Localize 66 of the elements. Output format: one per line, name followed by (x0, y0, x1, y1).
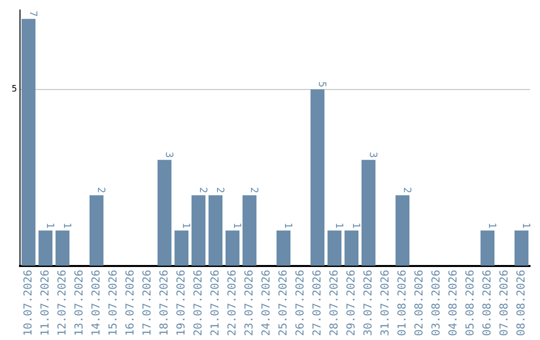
data-label: 2 (94, 187, 106, 194)
bar (56, 230, 70, 266)
x-tick-label: 19.07.2026 (174, 270, 188, 336)
data-label: 1 (520, 222, 531, 228)
bar (208, 195, 222, 266)
x-tick-label: 18.07.2026 (157, 270, 170, 336)
data-label: 1 (332, 222, 344, 228)
bar (174, 230, 188, 266)
x-tick-label: 29.07.2026 (344, 270, 358, 336)
x-tick-label: 22.07.2026 (225, 270, 238, 336)
data-label: 2 (400, 187, 412, 194)
bar (158, 160, 172, 266)
bar (276, 230, 290, 266)
x-tick-label: 27.07.2026 (310, 270, 324, 336)
x-tick-label: 07.08.2026 (497, 270, 510, 336)
bar (310, 89, 324, 266)
x-tick-label: 03.08.2026 (429, 270, 442, 336)
data-label: 2 (214, 187, 225, 194)
x-tick-label: 21.07.2026 (208, 270, 222, 336)
data-label: 1 (60, 222, 72, 228)
bar (514, 230, 528, 266)
bar (242, 195, 256, 266)
x-tick-label: 23.07.2026 (242, 270, 256, 336)
x-tick-label: 24.07.2026 (259, 270, 272, 336)
x-tick-label: 20.07.2026 (191, 270, 204, 336)
bar (226, 230, 240, 266)
x-tick-label: 13.07.2026 (72, 270, 86, 336)
x-tick-label: 28.07.2026 (327, 270, 340, 336)
x-tick-label: 25.07.2026 (276, 270, 290, 336)
bar (480, 230, 494, 266)
data-label: 1 (180, 222, 191, 228)
x-tick-label: 17.07.2026 (140, 270, 154, 336)
data-label: 1 (486, 222, 497, 228)
bar (22, 18, 36, 266)
bar (328, 230, 342, 266)
x-tick-label: 08.08.2026 (514, 270, 528, 336)
data-label: 3 (366, 152, 378, 158)
x-tick-label: 10.07.2026 (21, 270, 34, 336)
x-tick-label: 26.07.2026 (293, 270, 306, 336)
x-tick-label: 14.07.2026 (89, 270, 102, 336)
bar (38, 230, 52, 266)
data-label: 2 (248, 187, 259, 194)
x-tick-label: 01.08.2026 (395, 270, 408, 336)
bar (192, 195, 206, 266)
x-tick-label: 05.08.2026 (463, 270, 476, 336)
bar (90, 195, 104, 266)
data-label: 1 (282, 222, 293, 228)
data-label: 1 (44, 222, 55, 228)
bar (344, 230, 358, 266)
bar (362, 160, 376, 266)
x-tick-label: 12.07.2026 (55, 270, 68, 336)
x-tick-label: 16.07.2026 (123, 270, 136, 336)
x-tick-label: 31.07.2026 (378, 270, 392, 336)
x-tick-label: 02.08.2026 (412, 270, 426, 336)
data-label: 1 (350, 222, 361, 228)
data-label: 7 (26, 10, 38, 17)
x-tick-label: 15.07.2026 (106, 270, 120, 336)
x-tick-label: 04.08.2026 (446, 270, 460, 336)
data-label: 5 (316, 81, 327, 88)
data-label: 1 (230, 222, 242, 228)
bar (396, 195, 410, 266)
x-tick-label: 11.07.2026 (38, 270, 52, 336)
x-tick-label: 06.08.2026 (480, 270, 494, 336)
data-label: 3 (162, 152, 174, 158)
data-label: 2 (196, 187, 208, 194)
x-tick-label: 30.07.2026 (361, 270, 374, 336)
